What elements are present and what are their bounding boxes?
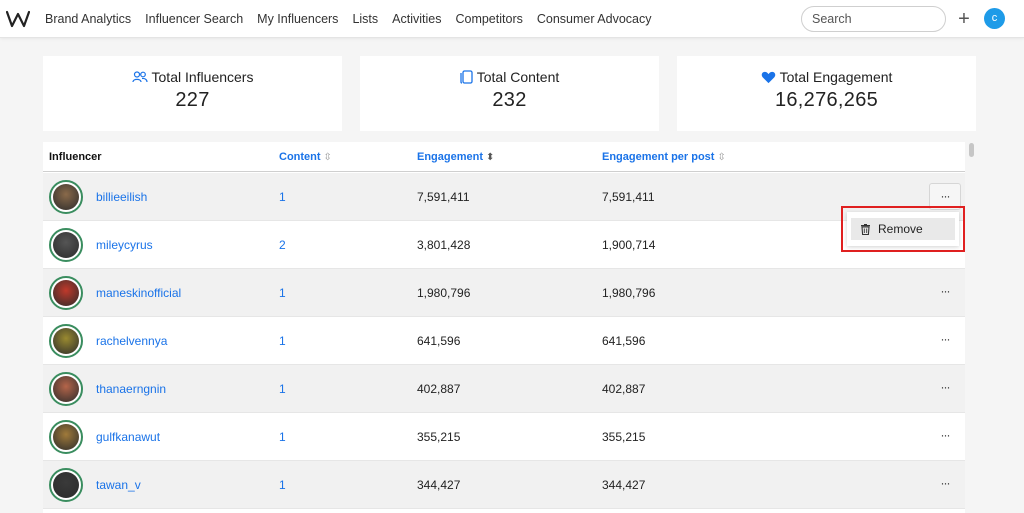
avatar: [49, 468, 83, 502]
engagement-per-post-value: 355,215: [602, 430, 646, 444]
influencer-link[interactable]: thanaerngnin: [96, 382, 167, 396]
avatar: [49, 420, 83, 454]
row-actions-menu: Remove: [847, 212, 959, 246]
engagement-value: 344,427: [417, 478, 461, 492]
more-options-button[interactable]: ···: [940, 476, 951, 490]
total-influencers-card: Total Influencers 227: [43, 56, 342, 131]
influencer-link[interactable]: mileycyrus: [96, 238, 153, 252]
influencer-link[interactable]: rachelvennya: [96, 334, 168, 348]
influencer-link[interactable]: gulfkanawut: [96, 430, 161, 444]
nav-lists[interactable]: Lists: [352, 12, 379, 26]
engagement-value: 1,980,796: [417, 286, 471, 300]
total-influencers-value: 227: [175, 89, 210, 111]
avatar-image: [53, 472, 79, 498]
total-engagement-value: 16,276,265: [774, 89, 879, 111]
influencers-table: Influencer Content ⇳ Engagement ⬍ Engageme…: [43, 142, 965, 513]
content-count-link[interactable]: 1: [279, 286, 286, 300]
nav-influencer-search[interactable]: Influencer Search: [145, 12, 244, 26]
avatar: [49, 276, 83, 310]
total-influencers-label: Total Influencers: [151, 69, 254, 85]
engagement-per-post-value: 641,596: [602, 334, 646, 348]
main-nav: Brand Analytics Influencer Search My Inf…: [45, 0, 666, 38]
avatar: [49, 324, 83, 358]
engagement-value: 402,887: [417, 382, 461, 396]
engagement-per-post-value: 1,980,796: [602, 286, 656, 300]
content-count-link[interactable]: 1: [279, 430, 286, 444]
add-button[interactable]: +: [958, 8, 970, 30]
engagement-value: 7,591,411: [417, 190, 470, 204]
more-options-button[interactable]: ···: [940, 428, 951, 442]
table-row: billieeilish 1 7,591,411 7,591,411 ···: [43, 173, 965, 221]
table-row: rachelvennya 1 641,596 641,596 ···: [43, 317, 965, 365]
table-row: gulfkanawut 1 355,215 355,215 ···: [43, 413, 965, 461]
nav-my-influencers[interactable]: My Influencers: [257, 12, 339, 26]
remove-label: Remove: [878, 222, 923, 236]
table-row: mileycyrus 2 3,801,428 1,900,714: [43, 221, 965, 269]
total-engagement-card: Total Engagement 16,276,265: [677, 56, 976, 131]
total-engagement-label: Total Engagement: [779, 69, 893, 85]
influencer-link[interactable]: tawan_v: [96, 478, 141, 492]
header-influencer: Influencer: [49, 151, 102, 163]
engagement-value: 641,596: [417, 334, 461, 348]
header-engagement-per-post[interactable]: Engagement per post ⇳: [602, 151, 726, 163]
table-row: tawan_v 1 344,427 344,427 ···: [43, 461, 965, 509]
content-count-link[interactable]: 1: [279, 190, 286, 204]
engagement-per-post-value: 344,427: [602, 478, 646, 492]
total-content-label: Total Content: [476, 69, 560, 85]
avatar-image: [53, 184, 79, 210]
more-options-button[interactable]: ···: [940, 380, 951, 394]
sort-icon: ⇳: [717, 152, 726, 163]
more-options-button[interactable]: ···: [929, 183, 961, 210]
content-count-link[interactable]: 1: [279, 334, 286, 348]
content-count-link[interactable]: 1: [279, 478, 286, 492]
nav-consumer-advocacy[interactable]: Consumer Advocacy: [536, 12, 652, 26]
engagement-value: 3,801,428: [417, 238, 471, 252]
more-options-button[interactable]: ···: [940, 284, 951, 298]
influencer-link[interactable]: billieeilish: [96, 190, 148, 204]
remove-menu-item[interactable]: Remove: [851, 218, 955, 240]
users-icon: [131, 71, 148, 83]
scrollbar-thumb[interactable]: [969, 143, 974, 157]
avatar-image: [53, 328, 79, 354]
header-engagement[interactable]: Engagement ⬍: [417, 151, 495, 163]
search-input[interactable]: [801, 6, 946, 32]
sort-icon: ⇳: [323, 152, 332, 163]
nav-competitors[interactable]: Competitors: [455, 12, 523, 26]
table-header: Influencer Content ⇳ Engagement ⬍ Engageme…: [43, 142, 965, 172]
engagement-per-post-value: 1,900,714: [602, 238, 656, 252]
nav-activities[interactable]: Activities: [392, 12, 442, 26]
logo-icon[interactable]: [6, 9, 30, 29]
avatar-image: [53, 376, 79, 402]
total-content-value: 232: [492, 89, 527, 111]
avatar-image: [53, 232, 79, 258]
trash-icon: [861, 223, 870, 235]
more-options-button[interactable]: ···: [940, 332, 951, 346]
content-count-link[interactable]: 2: [279, 238, 286, 252]
influencer-link[interactable]: maneskinofficial: [96, 286, 182, 300]
nav-brand-analytics[interactable]: Brand Analytics: [45, 12, 132, 26]
avatar-image: [53, 424, 79, 450]
header-content[interactable]: Content ⇳: [279, 151, 332, 163]
avatar: [49, 228, 83, 262]
avatar-image: [53, 280, 79, 306]
content-icon: [460, 70, 473, 84]
avatar: [49, 180, 83, 214]
top-navbar: Brand Analytics Influencer Search My Inf…: [0, 0, 1024, 38]
row-actions-dropdown-highlight: Remove: [841, 206, 965, 252]
sort-icon: ⬍: [486, 152, 495, 163]
engagement-value: 355,215: [417, 430, 461, 444]
table-row: thanaerngnin 1 402,887 402,887 ···: [43, 365, 965, 413]
engagement-per-post-value: 402,887: [602, 382, 646, 396]
total-content-card: Total Content 232: [360, 56, 659, 131]
content-count-link[interactable]: 1: [279, 382, 286, 396]
avatar: [49, 372, 83, 406]
heart-icon: [761, 71, 775, 83]
table-row: maneskinofficial 1 1,980,796 1,980,796 ·…: [43, 269, 965, 317]
engagement-per-post-value: 7,591,411: [602, 190, 655, 204]
user-avatar[interactable]: c: [984, 8, 1005, 29]
